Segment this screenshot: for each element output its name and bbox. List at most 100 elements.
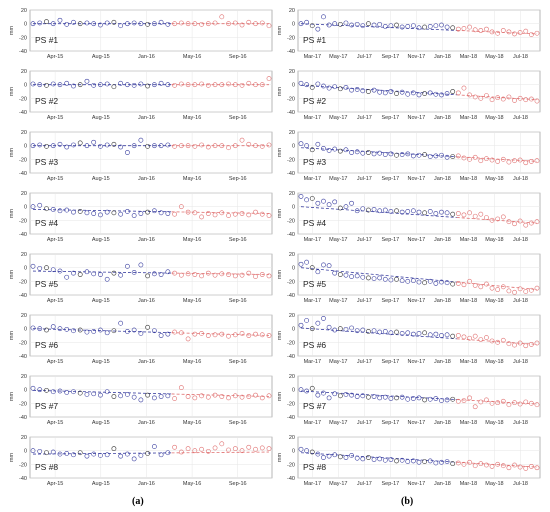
observed-point <box>326 22 332 28</box>
x-tick-label: Sep-17 <box>382 298 400 304</box>
x-tick-label: May-17 <box>329 176 347 182</box>
predicted-point <box>253 392 258 398</box>
observed-point <box>433 91 439 97</box>
predicted-point <box>219 143 225 149</box>
x-tick-label: Jul-17 <box>357 115 372 121</box>
observed-point <box>298 261 304 267</box>
observed-point <box>151 82 157 88</box>
predicted-point <box>172 21 177 27</box>
x-tick-label: Aug-15 <box>92 420 110 426</box>
observed-point <box>158 452 164 458</box>
observed-point <box>427 458 433 464</box>
x-tick-label: Jul-18 <box>513 54 528 60</box>
y-axis-label: mm <box>277 270 283 280</box>
predicted-point <box>172 143 177 149</box>
caption-a: (a) <box>132 496 144 507</box>
observed-point <box>416 331 422 336</box>
observed-point <box>304 388 310 394</box>
x-tick-label: Mar-17 <box>304 237 321 243</box>
predicted-point <box>232 20 238 26</box>
observed-point <box>349 150 354 155</box>
x-tick-label: Sep-17 <box>382 115 400 121</box>
observed-point <box>64 389 70 395</box>
panel-label: PS #7 <box>35 401 58 411</box>
predicted-point <box>517 340 523 346</box>
predicted-point <box>472 463 478 469</box>
predicted-point <box>484 462 489 468</box>
x-tick-label: Nov-17 <box>408 237 426 243</box>
predicted-point <box>199 81 204 87</box>
x-tick-label: Sep-17 <box>382 420 400 426</box>
predicted-point <box>253 446 258 452</box>
predicted-point <box>489 463 495 469</box>
observed-point <box>84 453 90 459</box>
predicted-point <box>517 218 523 224</box>
observed-point <box>315 141 321 147</box>
observed-point <box>366 150 371 155</box>
predicted-point <box>253 209 258 215</box>
predicted-point <box>534 30 540 36</box>
observed-point <box>84 392 90 397</box>
predicted-point <box>226 272 231 277</box>
x-tick-label: May-17 <box>329 54 347 60</box>
predicted-point <box>534 219 540 225</box>
predicted-point <box>205 448 211 454</box>
y-axis-label: mm <box>277 26 283 36</box>
observed-point <box>309 196 315 201</box>
y-tick-label: 0 <box>24 266 27 272</box>
x-tick-label: Jan-18 <box>434 481 451 487</box>
panel-label: PS #1 <box>35 35 58 45</box>
trend-line-predicted <box>456 217 538 224</box>
observed-point <box>50 81 56 87</box>
y-tick-label: -40 <box>287 476 295 482</box>
observed-point <box>50 389 56 395</box>
x-tick-label: Jul-17 <box>357 298 372 304</box>
observed-point <box>44 82 49 88</box>
observed-point <box>349 392 354 398</box>
subplot: 20 0 -20 -40 Mar-17 May-17 Jul-17 Sep-17 Nov-17 J… <box>277 435 541 487</box>
observed-point <box>366 455 371 460</box>
x-tick-label: May-18 <box>485 176 503 182</box>
x-tick-label: May-17 <box>329 359 347 365</box>
y-tick-label: -20 <box>19 157 27 163</box>
observed-point <box>138 21 144 27</box>
predicted-point <box>523 160 529 166</box>
observed-point <box>427 278 433 284</box>
subplot: 20 0 -20 -40 Apr-15 Aug-15 Jan-16 May-16 Sep-16 m… <box>9 435 273 487</box>
predicted-point <box>461 155 467 161</box>
predicted-point <box>484 26 489 32</box>
observed-point <box>37 142 43 148</box>
plot-frame <box>297 131 541 174</box>
x-tick-label: Apr-15 <box>47 54 64 60</box>
y-tick-label: 20 <box>21 191 27 197</box>
y-tick-label: -20 <box>287 35 295 41</box>
predicted-point <box>178 385 184 391</box>
predicted-point <box>461 282 467 288</box>
observed-point <box>77 272 83 277</box>
observed-point <box>111 84 117 90</box>
observed-point <box>77 450 83 456</box>
observed-point <box>44 206 49 212</box>
observed-point <box>444 459 450 464</box>
observed-point <box>77 209 83 214</box>
observed-point <box>416 209 422 215</box>
observed-point <box>57 141 63 147</box>
observed-point <box>151 395 157 401</box>
observed-point <box>332 84 338 90</box>
x-tick-label: May-16 <box>183 359 201 365</box>
predicted-point <box>528 400 534 406</box>
trend-line <box>300 390 457 401</box>
observed-point <box>366 394 371 400</box>
predicted-point <box>534 285 540 291</box>
predicted-point <box>478 158 484 164</box>
observed-point <box>84 210 90 216</box>
observed-point <box>298 387 304 393</box>
predicted-point <box>246 333 252 338</box>
observed-point <box>349 453 354 458</box>
plot-frame <box>29 70 273 113</box>
predicted-point <box>517 157 523 163</box>
y-tick-label: 0 <box>24 327 27 333</box>
predicted-point <box>205 82 211 88</box>
observed-point <box>165 82 171 88</box>
predicted-point <box>512 400 517 406</box>
